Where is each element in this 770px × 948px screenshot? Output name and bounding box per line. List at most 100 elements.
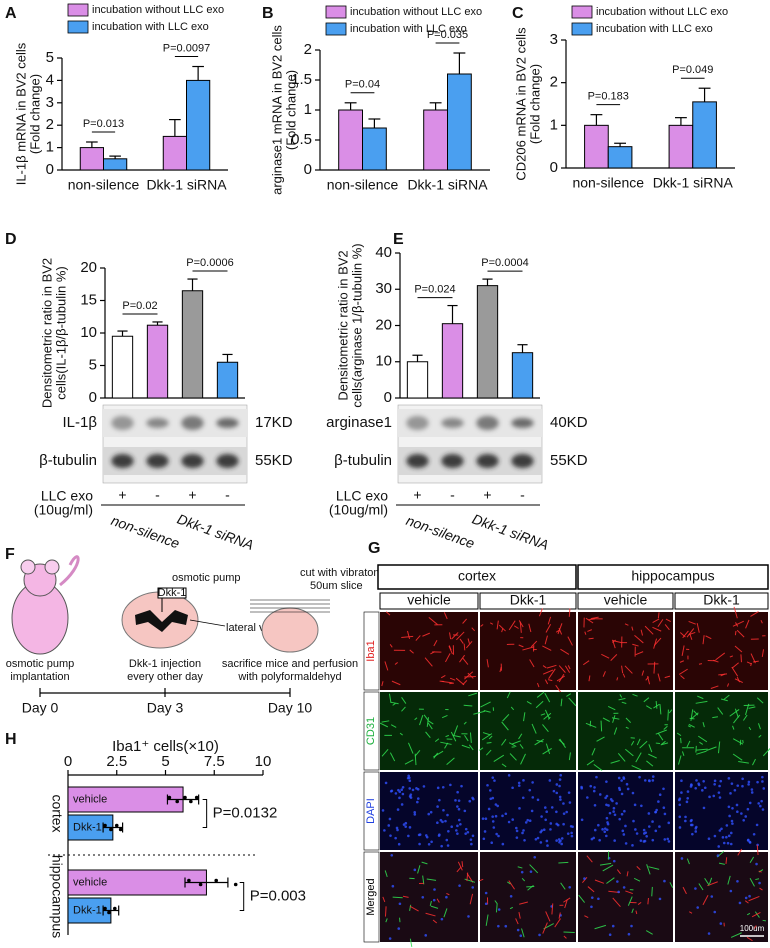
nucleus (515, 829, 519, 833)
cell-process (641, 670, 645, 676)
legend-swatch (571, 5, 593, 19)
nucleus (394, 792, 398, 795)
nucleus (550, 806, 554, 809)
nucleus (598, 838, 601, 842)
nucleus (717, 791, 721, 794)
cell-process (668, 709, 673, 714)
nucleus (545, 810, 548, 814)
nucleus (504, 812, 508, 816)
nucleus (511, 786, 514, 790)
cell-process (534, 738, 544, 746)
nucleus (667, 821, 671, 825)
cell-process (758, 870, 762, 873)
nucleus (725, 824, 729, 827)
bar (338, 109, 364, 171)
nucleus (736, 784, 740, 787)
cell-process (506, 881, 511, 885)
cell-process (480, 701, 491, 708)
nucleus (605, 828, 609, 832)
nucleus (635, 832, 639, 835)
nucleus (567, 791, 571, 794)
cell-process (736, 629, 745, 638)
cell-process (392, 896, 403, 899)
nucleus (597, 897, 600, 901)
cell-process (508, 620, 516, 631)
step-caption: osmotic pump (6, 658, 74, 670)
nucleus (521, 796, 525, 800)
mouse-ear (44, 559, 60, 575)
cell-process (518, 733, 523, 740)
cell-process (424, 657, 433, 667)
cell-process (759, 887, 763, 891)
cell-process (567, 636, 573, 646)
cell-process (755, 878, 760, 881)
y-tick-label: 1 (304, 101, 312, 118)
nucleus (471, 886, 475, 889)
cell-process (689, 633, 693, 640)
cell-process (530, 640, 538, 648)
nucleus (518, 807, 521, 810)
cell-process (521, 928, 525, 938)
cell-process (423, 714, 429, 721)
stain-label: Merged (365, 878, 377, 915)
cell-process (529, 659, 535, 668)
panel-letter: H (5, 731, 17, 748)
cell-process (426, 717, 429, 727)
nucleus (397, 842, 401, 846)
nucleus (497, 924, 500, 928)
nucleus (617, 890, 620, 894)
nucleus (620, 812, 624, 816)
cell-process (718, 862, 725, 865)
nucleus (466, 830, 470, 834)
stain-label-box (363, 851, 380, 943)
nucleus (747, 780, 751, 784)
cell-process (558, 861, 569, 864)
cell-process (657, 673, 661, 682)
nucleus (546, 844, 549, 847)
nucleus (703, 786, 707, 790)
cell-process (612, 715, 616, 723)
nucleus (685, 800, 689, 804)
cell-process (523, 712, 526, 722)
y-tick-label: 0 (384, 389, 392, 406)
nucleus (447, 829, 450, 833)
treatment-header (379, 592, 479, 610)
cell-process (659, 704, 662, 715)
nucleus (524, 821, 528, 824)
nucleus (449, 783, 452, 787)
nucleus (422, 785, 426, 788)
nucleus (548, 779, 552, 782)
cell-process (586, 759, 595, 766)
nucleus (728, 814, 731, 818)
cell-process (548, 668, 556, 679)
cell-process (754, 911, 760, 918)
nucleus (726, 841, 730, 845)
nucleus (719, 922, 723, 925)
nucleus (416, 787, 420, 791)
nucleus (565, 810, 568, 814)
nucleus (663, 838, 667, 841)
cell-process (464, 671, 474, 680)
cell-process (713, 659, 719, 663)
cell-process (750, 662, 752, 667)
nucleus (536, 836, 540, 840)
nucleus (459, 822, 462, 826)
nucleus (744, 815, 748, 818)
nucleus (519, 934, 523, 938)
nucleus (746, 839, 750, 842)
cell-process (723, 694, 730, 700)
nucleus (497, 908, 501, 911)
nucleus (719, 779, 723, 783)
cell-process (515, 918, 519, 925)
cell-process (551, 903, 554, 915)
nucleus (413, 868, 417, 872)
nucleus (556, 823, 560, 827)
bar (67, 786, 184, 813)
cell-process (488, 735, 493, 740)
nucleus (540, 815, 543, 818)
nucleus (697, 782, 700, 785)
data-point (175, 799, 179, 804)
micrograph (480, 612, 576, 690)
cell-process (433, 750, 444, 758)
p-value: P=0.035 (427, 29, 468, 41)
